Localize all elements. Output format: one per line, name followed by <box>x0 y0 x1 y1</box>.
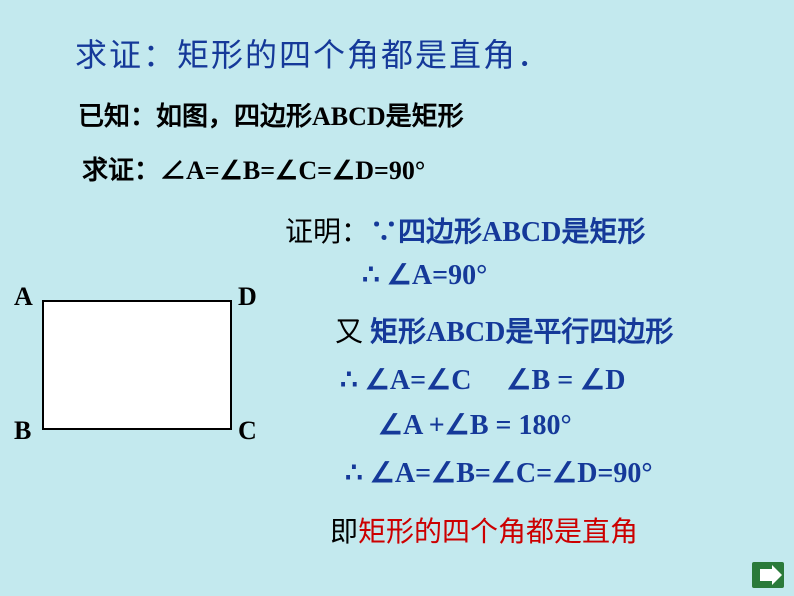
proof-step-3b: 矩形ABCD是平行四边形 <box>370 317 673 348</box>
vertex-D: D <box>238 282 257 312</box>
conclusion-text: 矩形的四个角都是直角 <box>358 517 638 548</box>
rectangle-box <box>42 300 232 430</box>
conclusion-prefix: 即 <box>330 517 358 548</box>
proof-step-5: ∠A +∠B = 180° <box>378 408 572 442</box>
rectangle-figure: A D B C <box>6 278 266 448</box>
vertex-A: A <box>14 282 33 312</box>
conclusion: 即矩形的四个角都是直角 <box>330 510 638 550</box>
given-statement: 已知：如图，四边形ABCD是矩形 <box>78 96 464 133</box>
proof-step-2: ∴ ∠A=90° <box>362 258 487 292</box>
vertex-C: C <box>238 416 257 446</box>
proof-step-3: 又 矩形ABCD是平行四边形 <box>335 310 673 350</box>
vertex-B: B <box>14 416 31 446</box>
proof-label: 证明： <box>285 210 369 250</box>
next-page-icon[interactable] <box>752 562 784 588</box>
proof-step-6: ∴ ∠A=∠B=∠C=∠D=90° <box>345 456 653 490</box>
proof-step-4: ∴ ∠A=∠C ∠B = ∠D <box>340 358 625 398</box>
proof-step-3a: 又 <box>335 317 370 348</box>
proof-step-1: ∵四边形ABCD是矩形 <box>370 210 645 250</box>
problem-title: 求证：矩形的四个角都是直角． <box>75 30 551 76</box>
prove-statement: 求证：∠A=∠B=∠C=∠D=90° <box>82 150 425 187</box>
